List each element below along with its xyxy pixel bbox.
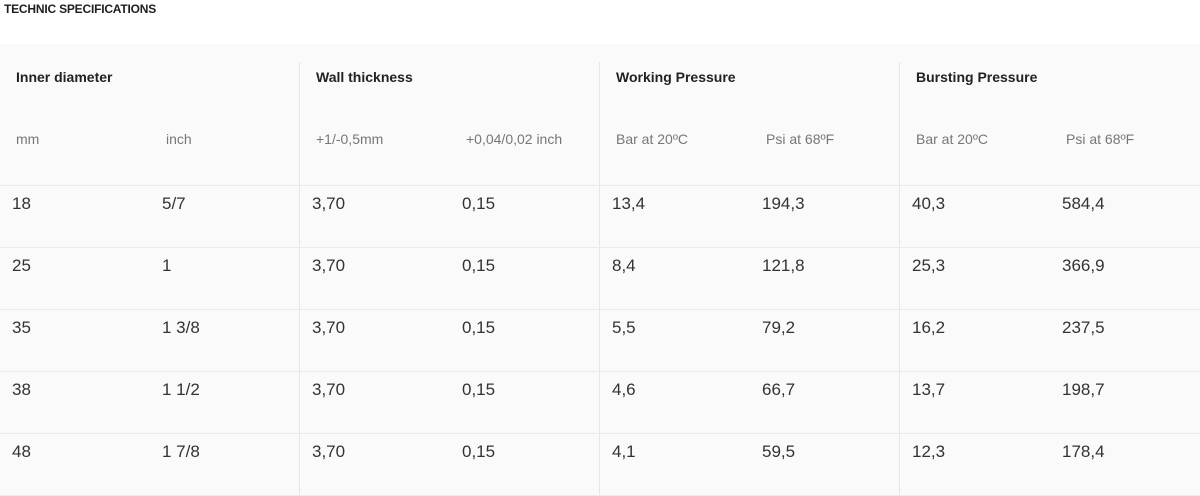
table-cell: 48 bbox=[12, 442, 31, 461]
header-wall-thickness: Wall thickness bbox=[316, 69, 413, 85]
subheader-working-psi: Psi at 68ºF bbox=[766, 131, 835, 147]
table-cell: 0,15 bbox=[462, 256, 496, 275]
table-cell: 16,2 bbox=[912, 318, 946, 337]
table-cell: 3,70 bbox=[312, 318, 346, 337]
table-cell: 66,7 bbox=[762, 380, 796, 399]
subheader-wall-mm: +1/-0,5mm bbox=[316, 131, 384, 147]
table-cell: 0,15 bbox=[462, 380, 496, 399]
table-cell: 1 bbox=[162, 256, 172, 275]
table-cell: 366,9 bbox=[1062, 256, 1105, 275]
table-cell: 3,70 bbox=[312, 256, 346, 275]
row-separator bbox=[0, 185, 1200, 186]
spec-table: Inner diameter Wall thickness Working Pr… bbox=[0, 44, 1200, 496]
table-cell: 13,7 bbox=[912, 380, 946, 399]
table-cell: 13,4 bbox=[612, 194, 646, 213]
table-cell: 1 3/8 bbox=[162, 318, 200, 337]
table-cell: 0,15 bbox=[462, 194, 496, 213]
table-cell: 79,2 bbox=[762, 318, 796, 337]
table-cell: 40,3 bbox=[912, 194, 946, 213]
subheader-bursting-bar: Bar at 20ºC bbox=[916, 131, 989, 147]
table-cell: 121,8 bbox=[762, 256, 805, 275]
table-cell: 38 bbox=[12, 380, 31, 399]
table-cell: 5,5 bbox=[612, 318, 636, 337]
section-title: TECHNIC SPECIFICATIONS bbox=[4, 2, 157, 16]
header-inner-diameter: Inner diameter bbox=[16, 69, 113, 85]
table-cell: 59,5 bbox=[762, 442, 796, 461]
table-cell: 5/7 bbox=[162, 194, 186, 213]
subheader-mm: mm bbox=[16, 131, 40, 147]
table-cell: 25,3 bbox=[912, 256, 946, 275]
table-cell: 0,15 bbox=[462, 318, 496, 337]
table-cell: 1 7/8 bbox=[162, 442, 200, 461]
table-cell: 237,5 bbox=[1062, 318, 1105, 337]
table-cell: 4,1 bbox=[612, 442, 636, 461]
table-cell: 194,3 bbox=[762, 194, 805, 213]
column-separator bbox=[599, 62, 600, 496]
table-cell: 3,70 bbox=[312, 442, 346, 461]
table-cell: 1 1/2 bbox=[162, 380, 200, 399]
table-cell: 35 bbox=[12, 318, 31, 337]
table-cell: 8,4 bbox=[612, 256, 636, 275]
table-cell: 25 bbox=[12, 256, 31, 275]
subheader-bursting-psi: Psi at 68ºF bbox=[1066, 131, 1135, 147]
table-cell: 12,3 bbox=[912, 442, 946, 461]
row-separator bbox=[0, 247, 1200, 248]
row-separator bbox=[0, 309, 1200, 310]
subheader-inch: inch bbox=[166, 131, 192, 147]
row-separator bbox=[0, 371, 1200, 372]
column-separator bbox=[899, 62, 900, 496]
table-cell: 3,70 bbox=[312, 380, 346, 399]
table-cell: 584,4 bbox=[1062, 194, 1105, 213]
header-bursting-pressure: Bursting Pressure bbox=[916, 69, 1038, 85]
table-cell: 4,6 bbox=[612, 380, 636, 399]
table-cell: 0,15 bbox=[462, 442, 496, 461]
subheader-working-bar: Bar at 20ºC bbox=[616, 131, 689, 147]
table-cell: 178,4 bbox=[1062, 442, 1105, 461]
row-separator bbox=[0, 433, 1200, 434]
header-working-pressure: Working Pressure bbox=[616, 69, 736, 85]
table-cell: 198,7 bbox=[1062, 380, 1105, 399]
subheader-wall-inch: +0,04/0,02 inch bbox=[466, 131, 563, 147]
column-separator bbox=[299, 62, 300, 496]
table-cell: 18 bbox=[12, 194, 31, 213]
table-cell: 3,70 bbox=[312, 194, 346, 213]
